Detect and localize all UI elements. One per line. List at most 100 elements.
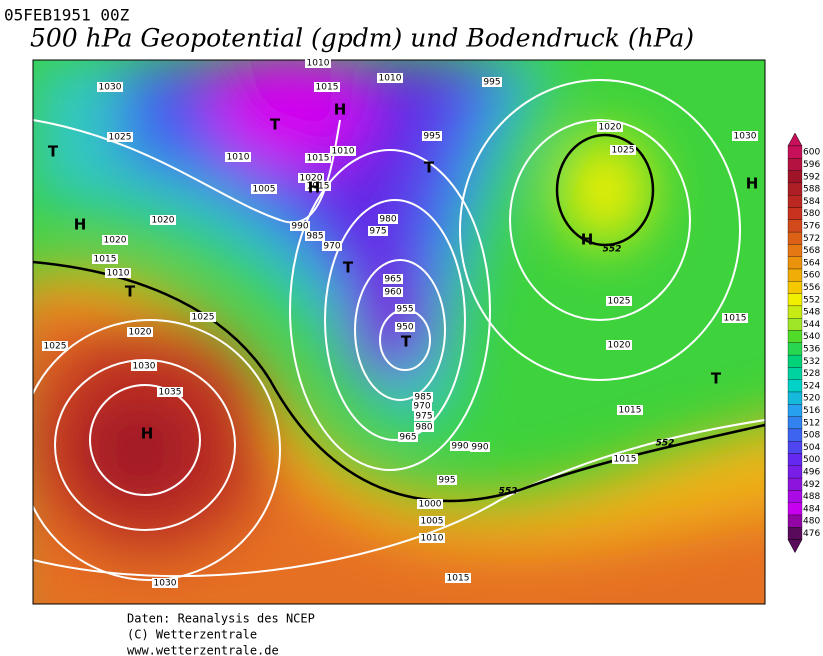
isobar-label: 995	[423, 132, 440, 142]
isobar-label-bg	[377, 73, 403, 83]
colorbar-cell	[787, 391, 803, 405]
isobar-label: 965	[399, 433, 416, 443]
isobar-label: 1015	[94, 255, 117, 265]
isobar-label: 1010	[107, 269, 130, 279]
pressure-center: H	[581, 231, 594, 249]
isobar-label: 1020	[599, 123, 622, 133]
contour-label: 552	[656, 439, 675, 449]
colorbar-label: 476	[803, 529, 820, 539]
colorbar-cell	[787, 428, 803, 442]
pressure-center: H	[308, 179, 321, 197]
colorbar-cap	[787, 539, 803, 554]
isobar-label: 985	[414, 393, 431, 403]
isobar-label: 1010	[332, 147, 355, 157]
colorbar-label: 540	[803, 332, 820, 342]
isobar-label-bg	[225, 152, 251, 162]
colorbar-label: 580	[803, 209, 820, 219]
isobar-label: 970	[323, 242, 340, 252]
isobar-label-bg	[395, 304, 415, 314]
isobar-label-bg	[419, 516, 445, 526]
isobar-label: 1025	[192, 313, 215, 323]
isobar-label: 970	[413, 402, 430, 412]
map-frame	[32, 59, 766, 605]
isobar-label: 1020	[300, 174, 323, 184]
colorbar-label: 532	[803, 357, 820, 367]
isobars	[33, 79, 765, 581]
colorbar-cell	[787, 231, 803, 245]
colorbar-cell	[787, 145, 803, 159]
isobar-label-bg	[131, 361, 157, 371]
colorbar-label: 544	[803, 320, 820, 330]
isobar-label: 1030	[133, 362, 156, 372]
colorbar-label: 564	[803, 258, 820, 268]
colorbar-label: 480	[803, 517, 820, 527]
isobar-label: 960	[384, 288, 401, 298]
isobar-label-bg	[606, 296, 632, 306]
isobar-label: 1025	[608, 297, 631, 307]
isobar-label: 1030	[99, 83, 122, 93]
colorbar-label: 568	[803, 246, 820, 256]
isobar-label-bg	[322, 241, 342, 251]
isobar-label-bg	[597, 122, 623, 132]
isobar-label-bg	[97, 82, 123, 92]
colorbar-cell	[787, 490, 803, 503]
colorbar-cell	[787, 354, 803, 368]
colorbar-label: 512	[803, 418, 820, 428]
isobar-label: 965	[384, 275, 401, 285]
isobar-label: 1025	[109, 133, 132, 143]
isobar-label-bg	[368, 226, 388, 236]
colorbar-label: 552	[803, 295, 820, 305]
isobar-label: 1015	[724, 314, 747, 324]
field	[33, 60, 765, 604]
isobar-label: 975	[369, 227, 386, 237]
isobar-label-bg	[445, 573, 471, 583]
colorbar-cell	[787, 293, 803, 307]
isobar-label-bg	[330, 146, 356, 156]
isobar-label-bg	[610, 145, 636, 155]
isobar-label-bg	[450, 441, 470, 451]
isobar-label: 1025	[612, 146, 635, 156]
isobar-label: 1015	[447, 574, 470, 584]
colorbar-label: 548	[803, 308, 820, 318]
colorbar-cell	[787, 527, 803, 540]
isobar-label-bg	[298, 173, 324, 183]
colorbar-label: 508	[803, 431, 820, 441]
map-title: 500 hPa Geopotential (gpdm) und Bodendru…	[30, 24, 694, 53]
isobar-label-bg	[305, 153, 331, 163]
isobar-label: 1015	[614, 455, 637, 465]
isobar-label-bg	[251, 184, 277, 194]
isobar-label: 1010	[307, 59, 330, 69]
pressure-center: H	[746, 175, 759, 193]
isobar-label: 985	[306, 232, 323, 242]
colorbar-cell	[787, 330, 803, 343]
isobar-label: 1015	[307, 182, 330, 192]
isobar-label-bg	[482, 77, 502, 87]
colorbar-label: 596	[803, 160, 820, 170]
colorbar-cell	[787, 195, 803, 208]
footer-line: Daten: Reanalysis des NCEP	[127, 612, 315, 626]
isobar-label-bg	[42, 341, 68, 351]
colorbar-cell	[787, 170, 803, 184]
pressure-center: T	[343, 259, 354, 277]
colorbar-label: 560	[803, 271, 820, 281]
pressure-center: H	[334, 101, 347, 119]
pressure-center: T	[125, 283, 136, 301]
isobar-label: 980	[415, 423, 432, 433]
isobar-label-bg	[412, 401, 432, 411]
isobar-label-bg	[437, 475, 457, 485]
colorbar-cell	[787, 367, 803, 380]
pressure-center: H	[141, 425, 154, 443]
isobar-label: 1015	[307, 154, 330, 164]
colorbar-label: 500	[803, 455, 820, 465]
isobar-label: 1030	[734, 132, 757, 142]
colorbar-label: 556	[803, 283, 820, 293]
isobar-label-bg	[383, 274, 403, 284]
pressure-center: T	[424, 159, 435, 177]
isobar-label-bg	[422, 131, 442, 141]
isobar-label-bg	[470, 442, 490, 452]
colorbar-cell	[787, 404, 803, 417]
isobar-label-bg	[314, 82, 340, 92]
isobar-label-bg	[417, 499, 443, 509]
isobar-label: 975	[415, 412, 432, 422]
